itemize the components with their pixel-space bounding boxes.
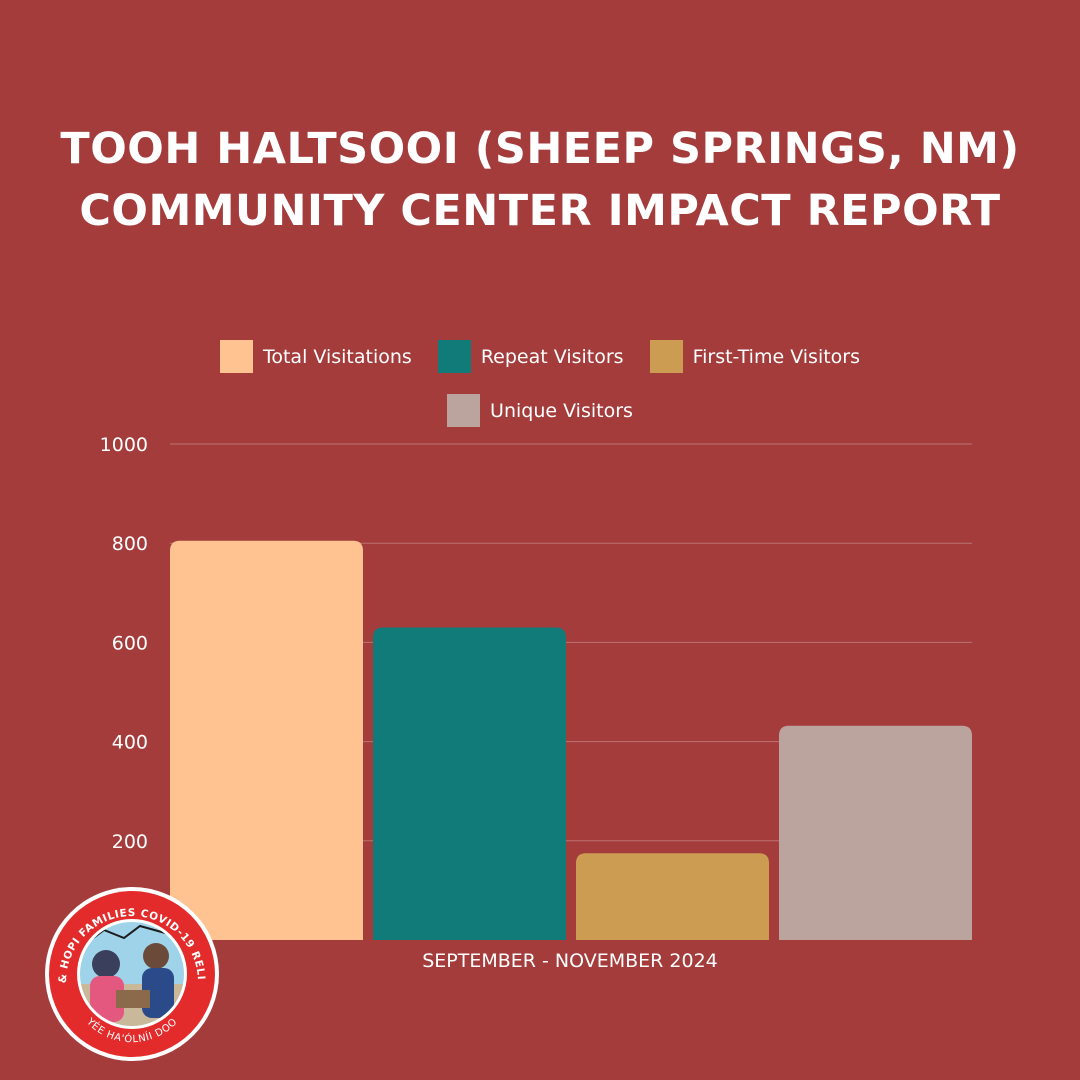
legend-item-first-time-visitors: First-Time Visitors (649, 340, 861, 373)
y-tick-label: 200 (112, 831, 148, 853)
bar-first-time-visitors (576, 853, 769, 940)
legend-item-repeat-visitors: Repeat Visitors (437, 340, 624, 373)
legend-label: Unique Visitors (490, 399, 633, 422)
legend-label: Total Visitations (262, 345, 412, 368)
relief-fund-logo: NAVAJO & HOPI FAMILIES COVID-19 RELIEF F… (44, 886, 219, 1061)
legend-row-1: Total Visitations Repeat Visitors First-… (0, 340, 1080, 373)
legend-label: First-Time Visitors (692, 345, 861, 368)
legend-item-total-visitations: Total Visitations (219, 340, 412, 373)
legend-row-2: Unique Visitors (0, 394, 1080, 427)
y-tick-label: 1000 (100, 434, 148, 456)
legend-swatch (447, 394, 481, 427)
legend-swatch (649, 340, 683, 373)
y-tick-label: 800 (112, 533, 148, 555)
y-tick-label: 600 (112, 632, 148, 654)
bar-total-visitations (170, 540, 363, 940)
bar-repeat-visitors (373, 627, 566, 940)
bar-unique-visitors (779, 725, 972, 940)
legend-swatch (437, 340, 471, 373)
chart-title-line-1: TOOH HALTSOOI (SHEEP SPRINGS, NM) (60, 124, 1020, 174)
chart-title: TOOH HALTSOOI (SHEEP SPRINGS, NM) COMMUN… (0, 118, 1080, 242)
chart-title-line-2: COMMUNITY CENTER IMPACT REPORT (79, 186, 1001, 236)
x-category-label: SEPTEMBER - NOVEMBER 2024 (422, 950, 718, 972)
legend-swatch (219, 340, 253, 373)
legend-item-unique-visitors: Unique Visitors (447, 394, 633, 427)
legend-label: Repeat Visitors (480, 345, 624, 368)
y-tick-label: 400 (112, 732, 148, 754)
